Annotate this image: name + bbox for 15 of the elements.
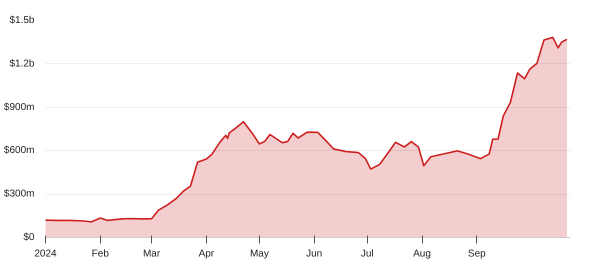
x-tick-label: Sep [468, 248, 486, 260]
y-tick-label: $300m [4, 188, 34, 200]
x-tick-label: Feb [92, 248, 110, 260]
x-tick-label: Aug [413, 248, 431, 260]
y-tick-label: $1.5b [9, 15, 35, 26]
x-tick-label: May [250, 248, 269, 260]
x-tick-label: 2024 [34, 248, 58, 260]
x-tick-label: Mar [142, 248, 161, 260]
y-tick-label: $1.2b [9, 58, 35, 70]
x-tick-label: Jun [306, 248, 322, 260]
x-tick-label: Jul [360, 248, 374, 260]
y-tick-label: $900m [4, 102, 34, 113]
y-tick-label: $600m [4, 145, 34, 156]
y-tick-label: $0 [23, 232, 35, 243]
x-tick-label: Apr [198, 248, 215, 260]
